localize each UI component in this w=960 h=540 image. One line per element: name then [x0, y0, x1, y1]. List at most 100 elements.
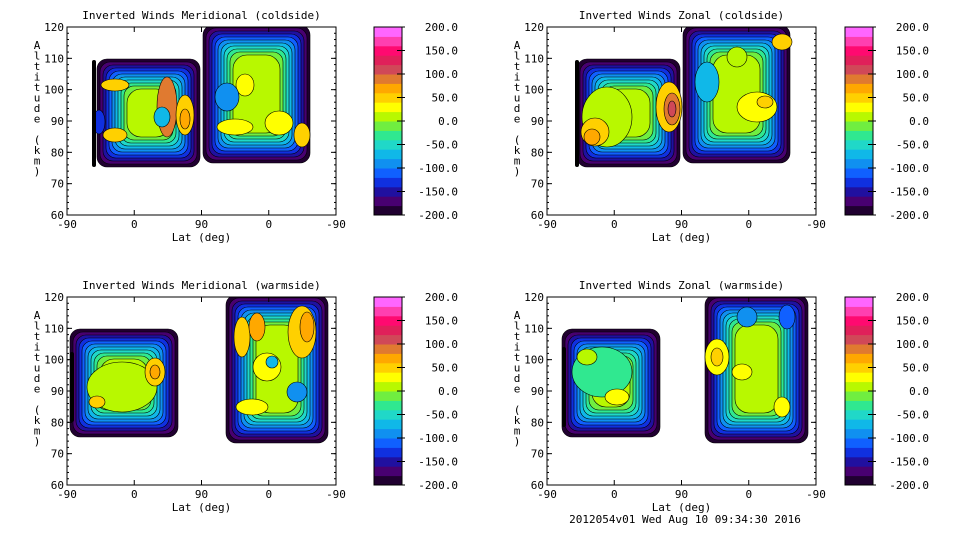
y-axis-label-char: e	[34, 113, 41, 126]
colorbar-label: 200.0	[425, 21, 458, 34]
colorbar-swatch	[374, 372, 402, 383]
x-tick-label: -90	[57, 488, 77, 501]
colorbar-swatch	[845, 83, 873, 94]
y-axis-label-char: m	[514, 155, 521, 168]
colorbar-label: -100.0	[418, 432, 458, 445]
colorbar-label: 0.0	[909, 385, 929, 398]
y-axis-label-char: A	[34, 39, 41, 52]
contour-blob	[264, 110, 294, 136]
colorbar-swatch	[845, 130, 873, 141]
colorbar-swatch	[845, 419, 873, 430]
colorbar-swatch	[845, 27, 873, 37]
contour-blob	[726, 46, 748, 68]
colorbar-swatch	[374, 438, 402, 448]
colorbar-label: 200.0	[896, 21, 929, 34]
y-axis-label-char: k	[34, 414, 41, 427]
colorbar-swatch	[374, 196, 402, 207]
colorbar-swatch	[374, 334, 402, 345]
y-axis-label-char: i	[514, 71, 521, 84]
y-tick-label: 80	[51, 416, 64, 429]
colorbar-label: -50.0	[425, 139, 458, 152]
y-axis-label-char: d	[34, 102, 41, 115]
colorbar-swatch	[845, 372, 873, 383]
x-axis-label: Lat (deg)	[172, 501, 232, 514]
x-tick-label: 0	[745, 218, 752, 231]
colorbar-swatch	[845, 456, 873, 467]
colorbar-swatch	[845, 325, 873, 336]
y-tick-label: 70	[51, 178, 64, 191]
colorbar-swatch	[374, 400, 402, 411]
y-axis-label-char: k	[514, 144, 521, 157]
colorbar-label: -100.0	[889, 162, 929, 175]
contour-blob	[667, 100, 677, 118]
colorbar-label: 50.0	[903, 362, 930, 375]
y-tick-label: 90	[531, 385, 544, 398]
y-tick-label: 120	[44, 291, 64, 304]
x-tick-label: 0	[611, 488, 618, 501]
colorbar-label: 200.0	[425, 291, 458, 304]
y-axis-label-char: t	[34, 60, 41, 73]
colorbar-label: 150.0	[896, 315, 929, 328]
y-axis-label-char: u	[514, 362, 521, 375]
colorbar-swatch	[845, 111, 873, 122]
colorbar-swatch	[845, 315, 873, 326]
y-tick-label: 70	[51, 448, 64, 461]
contour-blob	[773, 396, 791, 418]
contour-blob	[179, 108, 191, 130]
y-axis-label-char: )	[34, 165, 41, 178]
contour-blob	[756, 95, 774, 109]
colorbar-swatch	[845, 391, 873, 401]
colorbar-swatch	[374, 45, 402, 56]
y-axis-label-char: (	[34, 404, 41, 417]
y-axis-label-char: A	[514, 309, 521, 322]
colorbar-swatch	[845, 438, 873, 448]
contour-area	[69, 297, 329, 444]
y-tick-label: 60	[531, 209, 544, 222]
y-tick-label: 80	[51, 146, 64, 159]
colorbar: 200.0 150.0 100.0 50.0 0.0 -50.0 -100.0 -150.0 -…	[844, 21, 929, 222]
colorbar-swatch	[374, 92, 402, 103]
contour-blob	[736, 91, 778, 123]
y-axis-label-char: m	[34, 425, 41, 438]
y-axis-label-char: l	[514, 50, 521, 63]
y-axis-label-char: t	[514, 60, 521, 73]
contour-blob	[604, 388, 630, 406]
colorbar-swatch	[374, 325, 402, 336]
colorbar-label: -200.0	[418, 209, 458, 222]
x-tick-label: -90	[537, 488, 557, 501]
y-axis-label-char: k	[514, 414, 521, 427]
colorbar-label: -200.0	[418, 479, 458, 492]
y-axis-label-char: e	[514, 383, 521, 396]
colorbar-swatch	[374, 344, 402, 354]
colorbar: 200.0 150.0 100.0 50.0 0.0 -50.0 -100.0 -150.0 -…	[373, 291, 458, 492]
colorbar-label: -100.0	[418, 162, 458, 175]
x-tick-label: 90	[675, 218, 688, 231]
colorbar-swatch	[374, 466, 402, 477]
y-axis-label-char: u	[514, 92, 521, 105]
y-axis-label-char: d	[34, 372, 41, 385]
contour-area	[575, 27, 793, 168]
colorbar-swatch	[845, 362, 873, 373]
colorbar-swatch	[845, 428, 873, 439]
colorbar-swatch	[374, 149, 402, 160]
colorbar-swatch	[374, 456, 402, 467]
colorbar-swatch	[374, 391, 402, 401]
y-tick-label: 110	[524, 52, 544, 65]
colorbar-label: 0.0	[909, 115, 929, 128]
colorbar-swatch	[374, 36, 402, 47]
colorbar-swatch	[845, 45, 873, 56]
y-axis-label-char: e	[514, 113, 521, 126]
contour-blob	[710, 347, 724, 367]
contour-blob	[265, 355, 279, 369]
colorbar-label: -200.0	[889, 479, 929, 492]
y-tick-label: 90	[531, 115, 544, 128]
y-axis-label-char: t	[514, 351, 521, 364]
colorbar-swatch	[374, 205, 402, 216]
colorbar-swatch	[374, 27, 402, 37]
y-tick-label: 100	[44, 354, 64, 367]
colorbar-swatch	[374, 102, 402, 113]
colorbar-swatch	[845, 102, 873, 113]
x-tick-label: 90	[195, 488, 208, 501]
